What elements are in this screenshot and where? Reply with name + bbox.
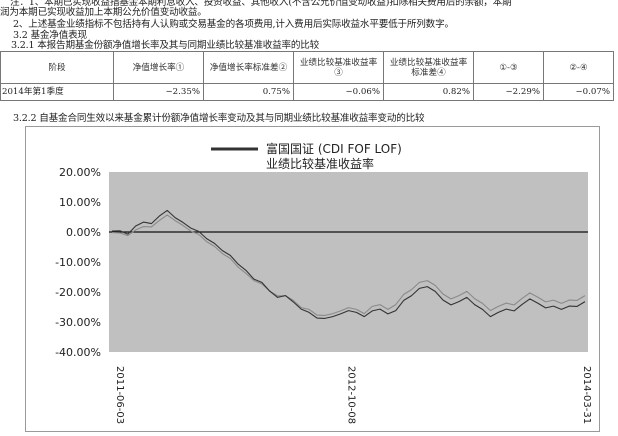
note-line-1-cont: 润为本期已实现收益加上本期公允价值变动收益。 xyxy=(0,7,207,18)
y-tick-label: 20.00% xyxy=(59,166,101,179)
section-heading-3-2-1: 3.2.1 本报告期基金份额净值增长率及其与同期业绩比较基准收益率的比较 xyxy=(11,40,320,51)
header-diff-2-4: ②-④ xyxy=(543,51,614,84)
cell-period: 2014年第1季度 xyxy=(0,83,114,101)
header-benchmark-std: 业绩比较基准收益率标准差④ xyxy=(383,51,474,84)
x-tick-label: 2011-06-03 xyxy=(114,366,125,424)
legend-label-fund: 富国国证 (CDI FOF LOF) xyxy=(266,141,402,156)
chart-svg: 20.00% 10.00% 0.00% -10.00% -20.00% -30.00% -4… xyxy=(55,141,592,424)
y-tick-label: -20.00% xyxy=(55,286,101,299)
header-nav-growth-std: 净值增长率标准差② xyxy=(203,51,294,84)
cell-nav-growth: −2.35% xyxy=(113,83,204,101)
performance-table: 阶段 净值增长率① 净值增长率标准差② 业绩比较基准收益率③ 业绩比较基准收益率… xyxy=(0,51,614,101)
series-line-benchmark xyxy=(111,214,586,316)
table-header-row: 阶段 净值增长率① 净值增长率标准差② 业绩比较基准收益率③ 业绩比较基准收益率… xyxy=(0,51,614,84)
series-line-fund xyxy=(111,209,586,319)
cumulative-return-chart: 20.00% 10.00% 0.00% -10.00% -20.00% -30.00% -4… xyxy=(25,126,600,432)
y-tick-label: -40.00% xyxy=(55,346,101,359)
cell-nav-growth-std: 0.75% xyxy=(203,83,294,101)
legend-label-benchmark: 业绩比较基准收益率 xyxy=(266,156,374,171)
cell-diff-2-4: −0.07% xyxy=(543,83,614,101)
plot-area xyxy=(109,172,588,352)
x-tick-label: 2012-10-08 xyxy=(346,366,357,424)
cell-diff-1-3: −2.29% xyxy=(473,83,544,101)
section-heading-3-2-2: 3.2.2 自基金合同生效以来基金累计份额净值增长率变动及其与同期业绩比较基准收… xyxy=(13,113,425,124)
y-tick-label: -10.00% xyxy=(55,256,101,269)
table-row: 2014年第1季度 −2.35% 0.75% −0.06% 0.82% −2.2… xyxy=(0,83,614,101)
note-line-2: 2、上述基金业绩指标不包括持有人认购或交易基金的各项费用,计入费用后实际收益水平… xyxy=(13,19,454,30)
header-benchmark-return: 业绩比较基准收益率③ xyxy=(293,51,384,84)
cell-benchmark-return: −0.06% xyxy=(293,83,384,101)
note-line-1: 注：1、本期已实现收益指基金本期利息收入、投资收益、其他收入(不含公允价值变动收… xyxy=(10,0,512,8)
header-period: 阶段 xyxy=(0,51,114,84)
cell-benchmark-std: 0.82% xyxy=(383,83,474,101)
section-heading-3-2: 3.2 基金净值表现 xyxy=(13,30,87,41)
x-tick-label: 2014-03-31 xyxy=(581,366,592,424)
header-nav-growth: 净值增长率① xyxy=(113,51,204,84)
y-tick-label: 0.00% xyxy=(66,226,101,239)
y-tick-label: -30.00% xyxy=(55,316,101,329)
header-diff-1-3: ①-③ xyxy=(473,51,544,84)
y-tick-label: 10.00% xyxy=(59,196,101,209)
